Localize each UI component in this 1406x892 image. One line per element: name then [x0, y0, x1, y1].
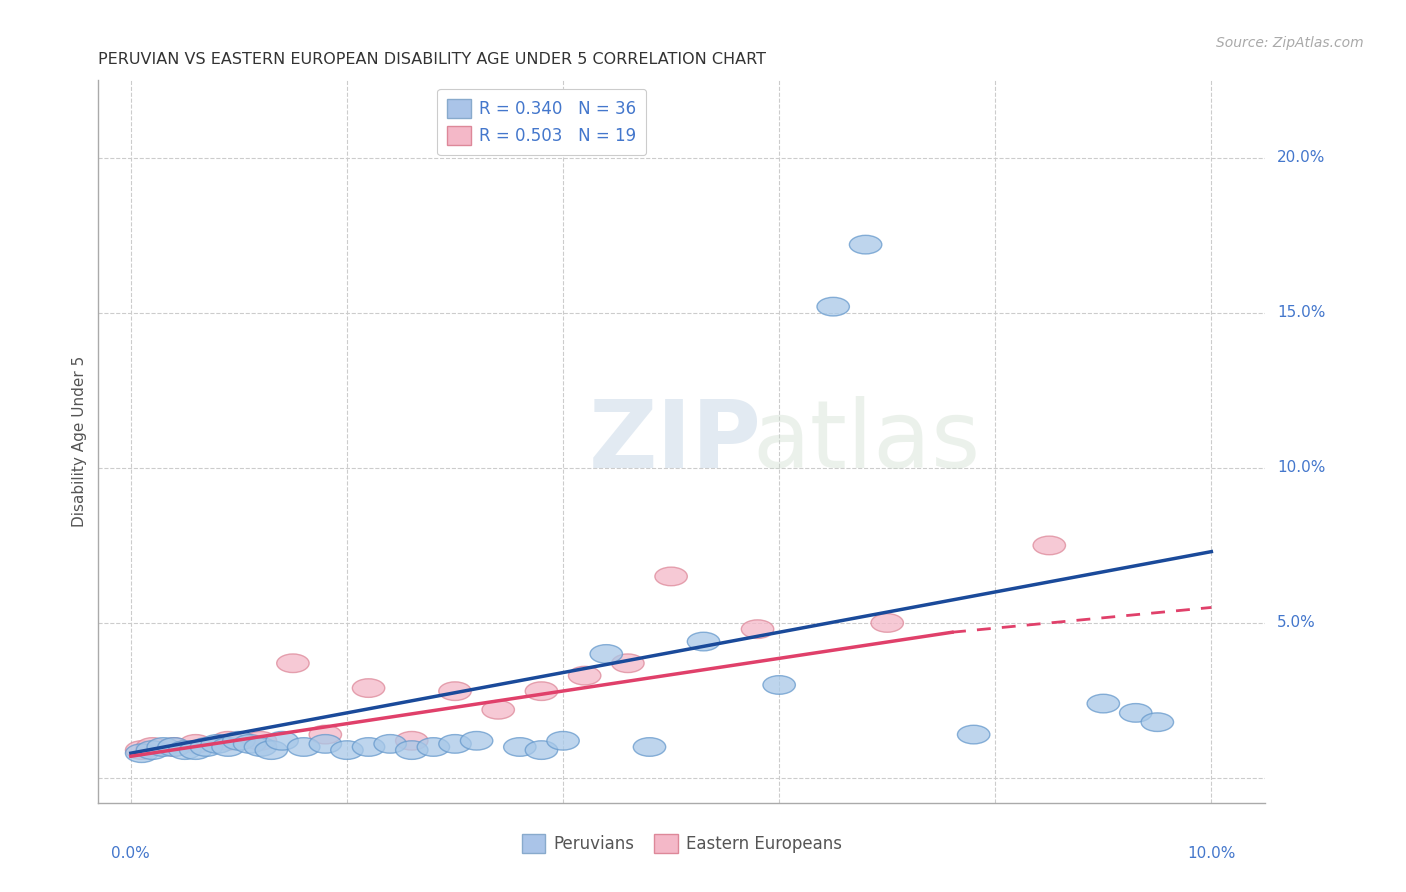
Ellipse shape: [526, 681, 558, 700]
Ellipse shape: [169, 740, 201, 759]
Text: 0.0%: 0.0%: [111, 847, 150, 861]
Ellipse shape: [157, 738, 190, 756]
Ellipse shape: [849, 235, 882, 254]
Text: 15.0%: 15.0%: [1277, 305, 1326, 320]
Ellipse shape: [309, 725, 342, 744]
Text: Source: ZipAtlas.com: Source: ZipAtlas.com: [1216, 36, 1364, 50]
Ellipse shape: [547, 731, 579, 750]
Ellipse shape: [180, 740, 212, 759]
Ellipse shape: [309, 735, 342, 753]
Ellipse shape: [266, 731, 298, 750]
Ellipse shape: [482, 700, 515, 719]
Ellipse shape: [245, 731, 277, 750]
Ellipse shape: [136, 738, 169, 756]
Legend: Peruvians, Eastern Europeans: Peruvians, Eastern Europeans: [515, 827, 849, 860]
Ellipse shape: [330, 740, 363, 759]
Text: 20.0%: 20.0%: [1277, 151, 1326, 165]
Ellipse shape: [245, 738, 277, 756]
Ellipse shape: [957, 725, 990, 744]
Ellipse shape: [125, 740, 157, 759]
Ellipse shape: [633, 738, 665, 756]
Ellipse shape: [395, 731, 427, 750]
Ellipse shape: [212, 738, 245, 756]
Text: ZIP: ZIP: [589, 395, 762, 488]
Ellipse shape: [503, 738, 536, 756]
Ellipse shape: [526, 740, 558, 759]
Ellipse shape: [1087, 694, 1119, 713]
Ellipse shape: [763, 675, 796, 694]
Ellipse shape: [741, 620, 773, 639]
Ellipse shape: [1142, 713, 1174, 731]
Ellipse shape: [190, 738, 222, 756]
Ellipse shape: [418, 738, 450, 756]
Ellipse shape: [212, 731, 245, 750]
Ellipse shape: [233, 735, 266, 753]
Ellipse shape: [395, 740, 427, 759]
Ellipse shape: [870, 614, 904, 632]
Ellipse shape: [439, 735, 471, 753]
Ellipse shape: [287, 738, 321, 756]
Ellipse shape: [439, 681, 471, 700]
Ellipse shape: [201, 735, 233, 753]
Text: 10.0%: 10.0%: [1187, 847, 1236, 861]
Ellipse shape: [655, 567, 688, 586]
Ellipse shape: [277, 654, 309, 673]
Ellipse shape: [568, 666, 600, 685]
Ellipse shape: [1033, 536, 1066, 555]
Ellipse shape: [254, 740, 287, 759]
Ellipse shape: [222, 731, 254, 750]
Ellipse shape: [148, 738, 180, 756]
Ellipse shape: [612, 654, 644, 673]
Ellipse shape: [688, 632, 720, 651]
Text: 10.0%: 10.0%: [1277, 460, 1326, 475]
Ellipse shape: [1119, 704, 1152, 723]
Ellipse shape: [374, 735, 406, 753]
Ellipse shape: [591, 645, 623, 664]
Ellipse shape: [817, 297, 849, 316]
Ellipse shape: [460, 731, 494, 750]
Ellipse shape: [125, 744, 157, 763]
Text: PERUVIAN VS EASTERN EUROPEAN DISABILITY AGE UNDER 5 CORRELATION CHART: PERUVIAN VS EASTERN EUROPEAN DISABILITY …: [98, 52, 766, 67]
Ellipse shape: [180, 735, 212, 753]
Ellipse shape: [353, 738, 385, 756]
Ellipse shape: [157, 738, 190, 756]
Y-axis label: Disability Age Under 5: Disability Age Under 5: [72, 356, 87, 527]
Text: 5.0%: 5.0%: [1277, 615, 1316, 631]
Text: atlas: atlas: [752, 395, 980, 488]
Ellipse shape: [136, 740, 169, 759]
Ellipse shape: [353, 679, 385, 698]
